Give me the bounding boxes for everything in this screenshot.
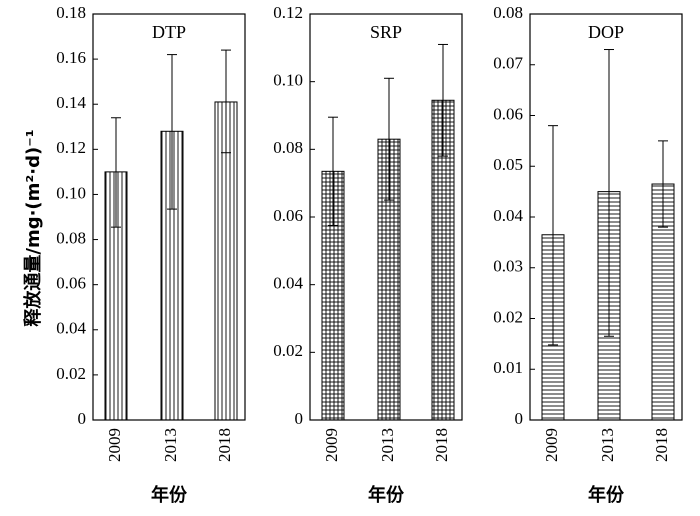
- y-tick-label: 0.01: [493, 358, 523, 377]
- y-tick-label: 0.02: [493, 307, 523, 326]
- y-tick-label: 0.05: [493, 155, 523, 174]
- y-tick-label: 0.06: [56, 274, 86, 293]
- x-tick-label: 2009: [322, 428, 341, 462]
- x-tick-label: 2018: [652, 428, 671, 462]
- y-tick-label: 0: [295, 409, 304, 428]
- y-tick-label: 0.06: [273, 206, 303, 225]
- y-tick-label: 0: [515, 409, 524, 428]
- y-tick-label: 0.12: [273, 3, 303, 22]
- chart-panels: 0 0.02 0.04 0.06 0.08 0.10 0.12 0.14 0.16 0.18 DTP…: [56, 3, 683, 506]
- y-tick-label: 0: [78, 409, 87, 428]
- panel-title: SRP: [370, 22, 402, 42]
- panel-title: DTP: [152, 22, 186, 42]
- x-tick-label: 2009: [105, 428, 124, 462]
- y-tick-label: 0.02: [56, 364, 86, 383]
- y-tick-label: 0.10: [56, 183, 86, 202]
- x-axis-label: 年份: [368, 484, 405, 506]
- panel-title: DOP: [588, 22, 624, 42]
- y-tick-label: 0.08: [56, 228, 86, 247]
- panel-srp: 0 0.02 0.04 0.06 0.08 0.10 0.12 SRP 2009 2013 2018…: [273, 3, 463, 506]
- panel-dtp: 0 0.02 0.04 0.06 0.08 0.10 0.12 0.14 0.16 0.18 DTP…: [56, 3, 246, 506]
- y-tick-label: 0.14: [56, 93, 86, 112]
- x-tick-label: 2013: [598, 428, 617, 462]
- y-axis-label: 释放通量/mg·(m²·d)⁻¹: [22, 129, 44, 326]
- y-tick-label: 0.18: [56, 3, 86, 22]
- y-tick-label: 0.08: [493, 3, 523, 22]
- y-tick-label: 0.10: [273, 71, 303, 90]
- x-tick-label: 2013: [378, 428, 397, 462]
- y-tick-label: 0.06: [493, 104, 523, 123]
- y-tick-label: 0.04: [493, 206, 523, 225]
- y-tick-label: 0.12: [56, 138, 86, 157]
- x-tick-label: 2018: [215, 428, 234, 462]
- y-tick-label: 0.16: [56, 48, 86, 67]
- y-tick-label: 0.02: [273, 341, 303, 360]
- x-tick-label: 2018: [432, 428, 451, 462]
- panel-dop: 0 0.01 0.02 0.03 0.04 0.05 0.06 0.07 0.08 DOP 2009…: [493, 3, 683, 506]
- y-tick-label: 0.07: [493, 54, 523, 73]
- x-tick-label: 2009: [542, 428, 561, 462]
- y-tick-label: 0.04: [56, 319, 86, 338]
- x-tick-label: 2013: [161, 428, 180, 462]
- x-axis-label: 年份: [588, 484, 625, 506]
- y-tick-label: 0.08: [273, 138, 303, 157]
- x-axis-label: 年份: [151, 484, 188, 506]
- y-tick-label: 0.03: [493, 257, 523, 276]
- y-tick-label: 0.04: [273, 274, 303, 293]
